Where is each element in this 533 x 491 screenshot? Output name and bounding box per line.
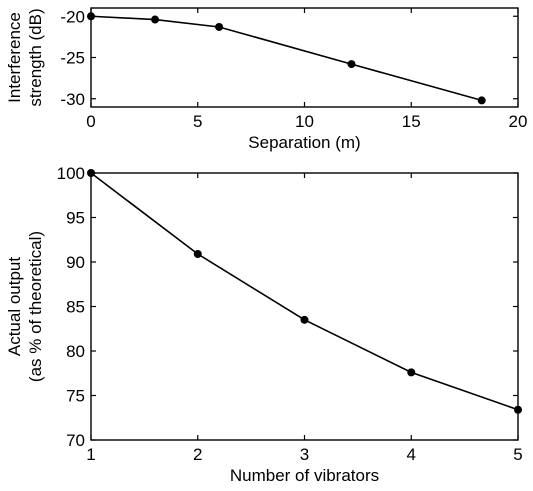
interference-chart: 0 5 10 15 20 -20 -25 -30 Separation (m) Interf… — [5, 7, 527, 152]
interference-y-tick-label: -30 — [60, 90, 85, 109]
output-chart: 1 2 3 4 5 70 75 80 85 90 95 100 Number of vibrator… — [5, 164, 523, 485]
interference-data-point — [87, 12, 95, 21]
interference-y-tick-label: -20 — [60, 7, 85, 26]
output-series-line — [90, 172, 519, 411]
interference-y-ticks: -20 -25 -30 — [60, 7, 518, 109]
interference-data-point — [347, 60, 356, 69]
output-data-point — [87, 169, 95, 177]
output-y-tick-label: 95 — [66, 209, 85, 228]
output-y-axis-label-line1: Actual output — [5, 257, 24, 357]
output-data-point — [193, 249, 202, 258]
interference-x-tick-label: 15 — [402, 112, 421, 131]
output-y-tick-label: 100 — [57, 164, 85, 183]
interference-x-tick-label: 20 — [509, 112, 528, 131]
output-data-point — [514, 405, 522, 414]
output-y-tick-label: 70 — [66, 431, 85, 450]
output-series — [87, 169, 522, 414]
output-data-point — [407, 368, 416, 377]
interference-x-tick-label: 0 — [86, 112, 95, 131]
output-y-tick-label: 85 — [66, 298, 85, 317]
output-x-tick-label: 2 — [193, 445, 202, 464]
interference-x-axis-label: Separation (m) — [248, 133, 360, 152]
output-y-ticks: 70 75 80 85 90 95 100 — [57, 164, 518, 450]
interference-data-point — [477, 96, 486, 105]
output-y-axis-label-line2: (as % of theoretical) — [26, 231, 45, 382]
interference-series-line — [90, 15, 482, 102]
output-x-axis-label: Number of vibrators — [230, 466, 379, 485]
output-x-tick-label: 4 — [407, 445, 416, 464]
output-plot-frame — [90, 172, 519, 441]
interference-series — [87, 12, 486, 105]
output-data-point — [300, 315, 309, 324]
interference-data-point — [215, 22, 224, 31]
output-x-ticks: 1 2 3 4 5 — [86, 173, 523, 464]
output-y-tick-label: 75 — [66, 387, 85, 406]
interference-x-tick-label: 10 — [295, 112, 314, 131]
output-y-tick-label: 90 — [66, 253, 85, 272]
interference-data-point — [151, 15, 160, 24]
interference-y-tick-label: -25 — [60, 49, 85, 68]
output-x-tick-label: 5 — [513, 445, 522, 464]
interference-x-tick-label: 5 — [193, 112, 202, 131]
interference-x-ticks: 0 5 10 15 20 — [86, 8, 527, 131]
interference-y-axis-label-line2: strength (dB) — [26, 8, 45, 106]
output-y-tick-label: 80 — [66, 342, 85, 361]
interference-y-axis-label-line1: Interference — [5, 12, 24, 103]
output-x-tick-label: 1 — [86, 445, 95, 464]
output-x-tick-label: 3 — [300, 445, 309, 464]
